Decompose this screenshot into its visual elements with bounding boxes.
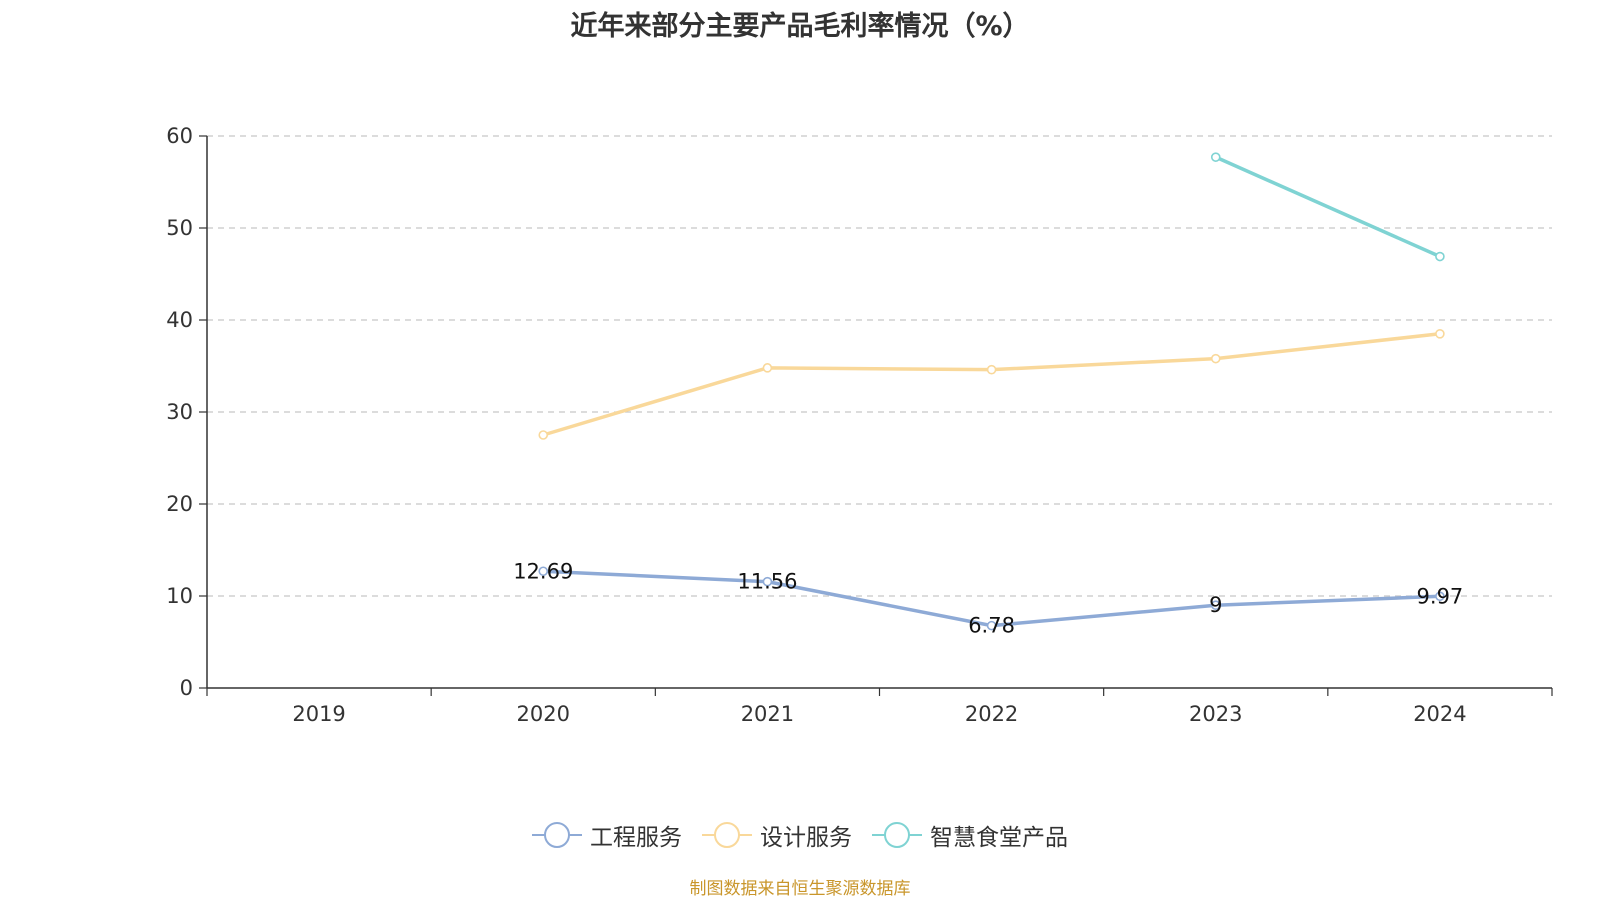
x-tick-label: 2021	[741, 702, 794, 726]
y-tick-label: 0	[180, 676, 193, 700]
y-tick-label: 40	[166, 308, 193, 332]
data-label: 6.78	[968, 614, 1015, 638]
series-line	[1215, 155, 1441, 259]
x-tick-label: 2022	[965, 702, 1018, 726]
legend-swatch-icon	[532, 821, 582, 849]
data-point	[1210, 353, 1221, 364]
series-line	[542, 332, 1441, 437]
legend-label: 设计服务	[760, 825, 852, 851]
y-tick-label: 50	[166, 216, 193, 240]
data-point	[1210, 600, 1221, 611]
data-point	[1435, 328, 1445, 339]
source-note: 制图数据来自恒生聚源数据库	[689, 879, 911, 899]
data-point	[762, 363, 773, 373]
legend-item[interactable]: 工程服务	[532, 818, 682, 852]
x-tick-label: 2024	[1413, 702, 1466, 726]
legend-label: 工程服务	[590, 825, 682, 851]
legend-swatch-icon	[702, 821, 752, 849]
grid-lines	[207, 135, 1552, 597]
series-lines	[538, 152, 1445, 631]
data-label: 9.97	[1417, 584, 1464, 608]
legend-item[interactable]: 设计服务	[702, 818, 852, 852]
x-tick-label: 2020	[517, 702, 570, 726]
y-tick-label: 20	[166, 492, 193, 516]
axes: 0 10 20 30 40 50 60 2019 2020 2021 2022 2023 2024	[166, 124, 1553, 726]
data-label: 9	[1209, 593, 1222, 617]
legend: 工程服务 设计服务 智慧食堂产品	[0, 818, 1600, 852]
data-labels: 12.69 11.56 6.78 9 9.97	[513, 559, 1463, 637]
data-point	[1435, 591, 1445, 602]
data-point	[986, 620, 997, 631]
data-label: 11.56	[737, 570, 797, 594]
data-label: 12.69	[513, 559, 573, 583]
y-tick-label: 60	[166, 124, 193, 148]
y-tick-label: 10	[166, 584, 193, 608]
legend-item[interactable]: 智慧食堂产品	[872, 818, 1068, 852]
data-point	[538, 566, 549, 577]
data-point	[538, 430, 549, 440]
data-point	[1210, 152, 1221, 162]
y-tick-label: 30	[166, 400, 193, 424]
x-tick-label: 2019	[292, 702, 345, 726]
chart-title: 近年来部分主要产品毛利率情况（%）	[570, 11, 1030, 42]
data-point	[986, 364, 997, 375]
data-point	[762, 576, 773, 587]
legend-swatch-icon	[872, 821, 922, 849]
legend-label: 智慧食堂产品	[930, 825, 1068, 851]
x-tick-label: 2023	[1189, 702, 1242, 726]
data-point	[1435, 251, 1445, 262]
